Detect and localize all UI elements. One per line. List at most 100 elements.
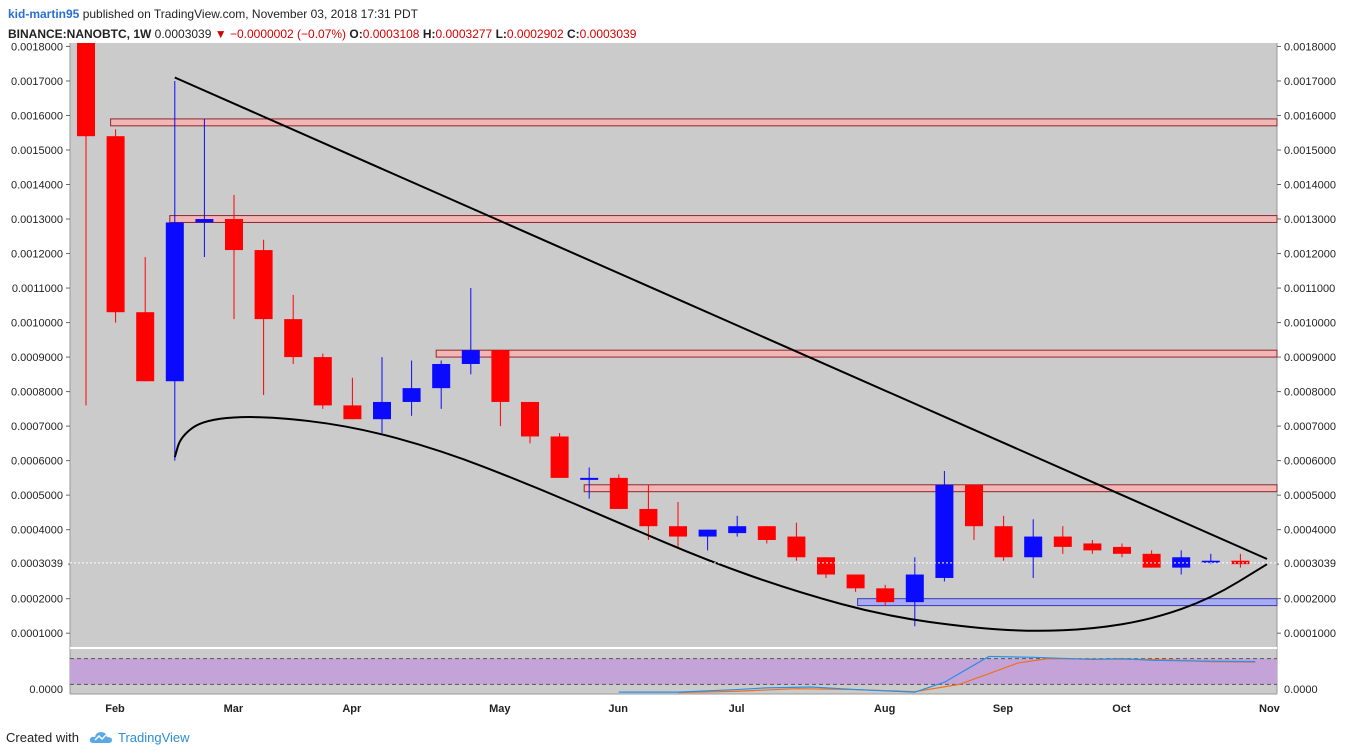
x-tick-label: Sep: [993, 703, 1013, 715]
x-tick-label: Feb: [105, 703, 125, 715]
last-price-box-left: [4, 554, 68, 571]
last-price-label-left: 0.0003039: [11, 558, 63, 570]
time-scale: Feb Mar Apr May Jun Jul Aug Sep Oct Nov: [105, 703, 1280, 715]
y-tick-label: 0.0005000: [1284, 490, 1336, 502]
candle-body: [165, 222, 184, 382]
candle-16: [521, 401, 539, 444]
y-tick-label: 0.0010000: [1284, 318, 1336, 330]
y-tick-label: 0.0016000: [11, 110, 63, 122]
candle-8: [284, 294, 303, 364]
candle-27: [846, 574, 865, 592]
candle-body: [343, 405, 362, 420]
last-price-label-right: 0.0003039: [1284, 558, 1336, 570]
y-tick-label: 0.0001000: [1284, 628, 1336, 640]
author-link[interactable]: kid-martin95: [8, 7, 80, 21]
created-with-text: Created with: [6, 730, 79, 745]
y-tick-label: 0.0004000: [11, 525, 63, 537]
candle-body: [728, 526, 747, 534]
candle-33: [1024, 519, 1043, 578]
candle-body: [609, 477, 628, 509]
low-value: 0.0002902: [506, 27, 564, 41]
x-tick-label: Nov: [1259, 703, 1281, 715]
publish-line: kid-martin95 published on TradingView.co…: [8, 4, 636, 24]
candle-body: [254, 250, 273, 320]
candle-body: [225, 219, 243, 251]
candle-23: [728, 515, 747, 537]
candle-31: [965, 484, 983, 541]
y-tick-label: 0.0007000: [11, 421, 63, 433]
y-tick-label: 0.0014000: [1284, 180, 1336, 192]
y-tick-label: 0.0006000: [1284, 456, 1336, 468]
candle-body: [876, 588, 895, 603]
candle-body: [1053, 536, 1072, 547]
y-tick-label: 0.0008000: [1284, 387, 1336, 399]
candle-13: [432, 360, 451, 409]
right-price-scale: 0.00010000.00020000.00030000.00040000.00…: [1277, 41, 1336, 696]
candle-body: [1142, 553, 1161, 568]
resistance-zone-1: [110, 118, 1278, 127]
y-tick-label: 0.0008000: [11, 387, 63, 399]
close-label: C:: [566, 27, 580, 41]
candle-body: [313, 357, 332, 406]
candle-18: [580, 467, 599, 499]
candle-body: [669, 526, 687, 537]
candle-body: [787, 536, 806, 558]
rsi-tick-label: 0.0000: [29, 684, 63, 696]
candle-26: [817, 557, 835, 578]
x-tick-label: Jun: [608, 703, 628, 715]
candle-7: [254, 239, 273, 396]
candle-body: [1231, 560, 1250, 565]
candle-32: [994, 515, 1013, 561]
candle-body: [432, 363, 451, 389]
y-tick-label: 0.0014000: [11, 180, 63, 192]
candle-19: [609, 474, 628, 509]
candle-body: [1083, 543, 1102, 551]
rsi-tick-label: 0.0000: [1284, 684, 1318, 696]
candle-body: [639, 508, 658, 527]
resistance-zone-2: [169, 215, 1278, 223]
x-tick-label: Oct: [1112, 703, 1131, 715]
y-tick-label: 0.0005000: [11, 490, 63, 502]
candle-36: [1113, 543, 1131, 558]
price-chart[interactable]: 0.00010000.00020000.00030000.00040000.00…: [0, 0, 1348, 725]
candle-body: [521, 401, 539, 437]
candle-body: [698, 529, 717, 537]
candle-30: [935, 470, 954, 582]
candle-29: [905, 557, 924, 627]
candle-body: [461, 350, 480, 364]
candle-35: [1083, 540, 1102, 554]
candle-body: [965, 484, 983, 527]
candle-25: [787, 522, 806, 561]
y-tick-label: 0.0017000: [11, 76, 63, 88]
y-tick-label: 0.0012000: [1284, 249, 1336, 261]
y-tick-label: 0.0011000: [1284, 283, 1335, 295]
candle-body: [373, 401, 391, 420]
candle-body: [994, 526, 1013, 558]
candle-body: [905, 574, 924, 603]
tradingview-link[interactable]: TradingView: [118, 730, 190, 745]
candle-body: [284, 319, 303, 358]
ohlc-line: BINANCE:NANOBTC, 1W 0.0003039 ▼ −0.00000…: [8, 24, 636, 44]
candle-17: [550, 433, 569, 478]
footer: Created with TradingView: [6, 730, 190, 745]
y-tick-label: 0.0018000: [11, 41, 63, 53]
candle-body: [1172, 557, 1191, 568]
open-value: 0.0003108: [362, 27, 420, 41]
candle-21: [669, 502, 687, 547]
open-label: O:: [349, 27, 363, 41]
candle-15: [491, 350, 510, 427]
candle-body: [757, 526, 776, 541]
last-price-marker: 0.0003039 0.0003039: [4, 554, 1343, 571]
candle-40: [1231, 553, 1250, 568]
rounding-bottom-curve: [173, 416, 1268, 632]
y-tick-label: 0.0006000: [11, 456, 63, 468]
y-tick-label: 0.0013000: [11, 214, 63, 226]
candle-14: [461, 288, 480, 375]
candle-body: [580, 477, 599, 480]
high-label: H:: [422, 27, 436, 41]
low-label: L:: [495, 27, 507, 41]
descending-trendline: [174, 76, 1268, 560]
y-tick-label: 0.0015000: [11, 145, 63, 157]
candle-body: [106, 136, 125, 313]
y-tick-label: 0.0004000: [1284, 525, 1336, 537]
